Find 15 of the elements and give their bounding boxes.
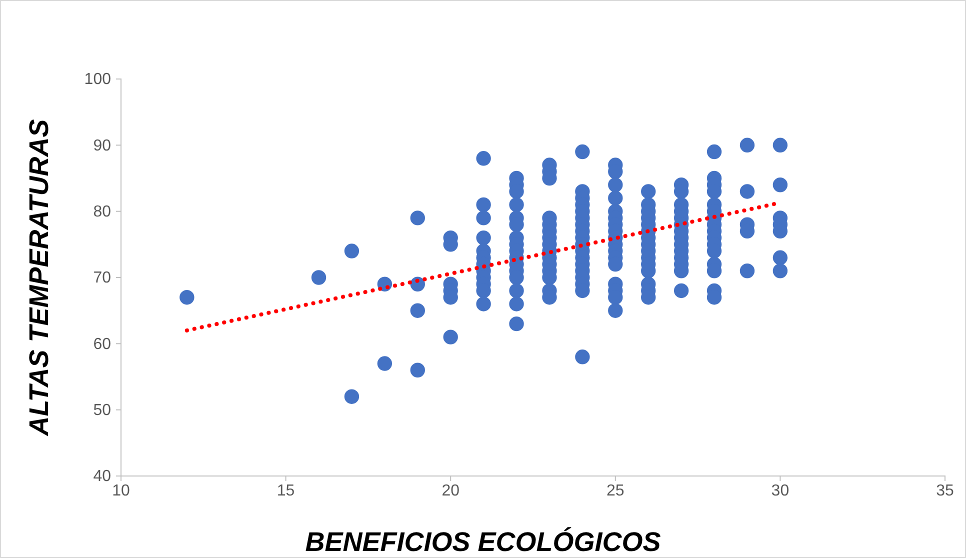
x-tick-label: 25 <box>606 482 624 500</box>
y-tick-label: 90 <box>93 137 112 154</box>
x-axis-title: BENEFICIOS ECOLÓGICOS <box>305 527 661 557</box>
y-tick-label: 100 <box>84 71 112 88</box>
y-tick-label: 40 <box>93 468 112 486</box>
y-tick-label: 70 <box>93 270 112 287</box>
x-tick-label: 15 <box>276 482 295 500</box>
x-tick-label: 10 <box>112 482 130 500</box>
x-tick-label: 20 <box>442 482 460 500</box>
y-tick-label: 60 <box>93 336 112 353</box>
y-tick-label: 80 <box>93 203 112 220</box>
x-tick-label: 35 <box>936 482 954 500</box>
y-axis-title: ALTAS TEMPERATURAS <box>24 119 54 437</box>
x-tick-label: 30 <box>771 482 790 500</box>
y-tick-label: 50 <box>93 402 112 419</box>
